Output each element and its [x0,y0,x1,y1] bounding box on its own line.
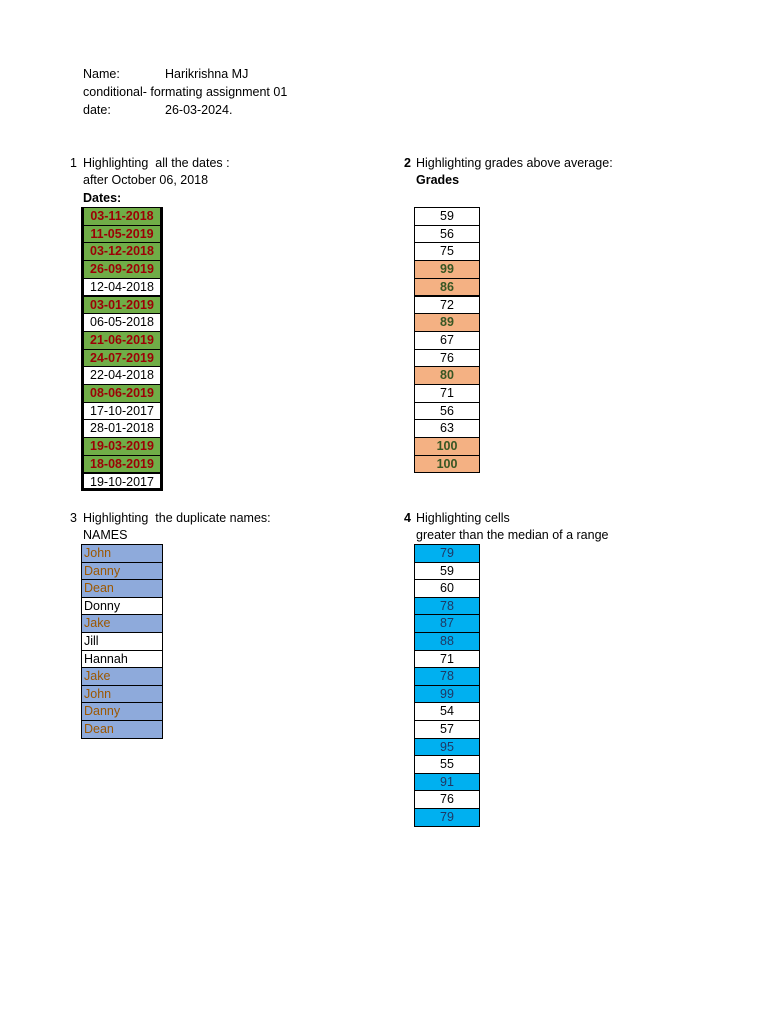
table-cell: 22-04-2018 [81,366,163,385]
table-cell: 18-08-2019 [81,454,163,474]
table-cell: 55 [414,755,480,774]
table-cell: 71 [414,649,480,669]
table-cell: John [81,684,163,704]
column-header: NAMES [83,528,128,542]
table-cell: 76 [414,790,480,809]
table-cell: 03-12-2018 [81,242,163,262]
table-cell: 91 [414,772,480,792]
section-subtitle: after October 06, 2018 [83,173,209,187]
table-cell: 88 [414,632,480,651]
column-header: Grades [416,173,460,187]
table-cell: 76 [414,348,480,368]
table-cell: 19-03-2019 [81,437,163,456]
table-cell: 86 [414,277,480,297]
table-cell: 19-10-2017 [81,472,163,492]
table-cell: 99 [414,260,480,279]
subject: conditional- formating assignment 01 [83,85,288,99]
table-cell: Hannah [81,649,163,669]
table-cell: 03-11-2018 [81,207,163,226]
table-cell: 78 [414,596,480,616]
table-cell: 57 [414,720,480,739]
table-cell: 21-06-2019 [81,330,163,350]
table-cell: 100 [414,454,480,474]
table-cell: Danny [81,561,163,581]
table-cell: 56 [414,224,480,244]
table-cell: 100 [414,437,480,456]
table-cell: 08-06-2019 [81,384,163,403]
table-cell: 11-05-2019 [81,224,163,244]
table-cell: 79 [414,808,480,827]
table-cell: 72 [414,295,480,315]
table-cell: Jake [81,667,163,686]
table-cell: Dean [81,720,163,739]
table-cell: John [81,544,163,563]
table-cell: Jill [81,632,163,651]
section-title: Highlighting all the dates : [83,156,230,170]
table-cell: 67 [414,330,480,350]
section-title: Highlighting grades above average: [416,156,613,170]
table-cell: 71 [414,384,480,403]
table-cell: 63 [414,419,480,439]
table-cell: 95 [414,737,480,757]
table-cell: 03-01-2019 [81,295,163,315]
section-number: 1 [70,156,77,170]
date-label: date: [83,103,111,117]
table-cell: 75 [414,242,480,262]
table-cell: 59 [414,207,480,226]
table-cell: 78 [414,667,480,686]
table-cell: 99 [414,684,480,704]
table-cell: 56 [414,401,480,421]
date: 26-03-2024. [165,103,233,117]
table-cell: 87 [414,614,480,633]
table-cell: 12-04-2018 [81,277,163,297]
name: Harikrishna MJ [165,67,249,81]
column-header: greater than the median of a range [416,528,609,542]
section-number: 2 [404,156,411,170]
table-cell: 59 [414,561,480,581]
table-cell: 54 [414,702,480,721]
section-number: 3 [70,511,77,525]
section-title: Highlighting the duplicate names: [83,511,271,525]
table-cell: Danny [81,702,163,721]
table-cell: 89 [414,313,480,332]
table-cell: 79 [414,544,480,563]
table-cell: 28-01-2018 [81,419,163,439]
table-cell: 80 [414,366,480,385]
table-cell: 17-10-2017 [81,401,163,421]
name-label: Name: [83,67,120,81]
column-header: Dates: [83,191,122,205]
table-cell: 24-07-2019 [81,348,163,368]
section-number: 4 [404,511,411,525]
table-cell: 26-09-2019 [81,260,163,279]
table-cell: 06-05-2018 [81,313,163,332]
table-cell: Dean [81,579,163,598]
table-cell: 60 [414,579,480,598]
table-cell: Jake [81,614,163,633]
table-cell: Donny [81,596,163,616]
section-title: Highlighting cells [416,511,510,525]
